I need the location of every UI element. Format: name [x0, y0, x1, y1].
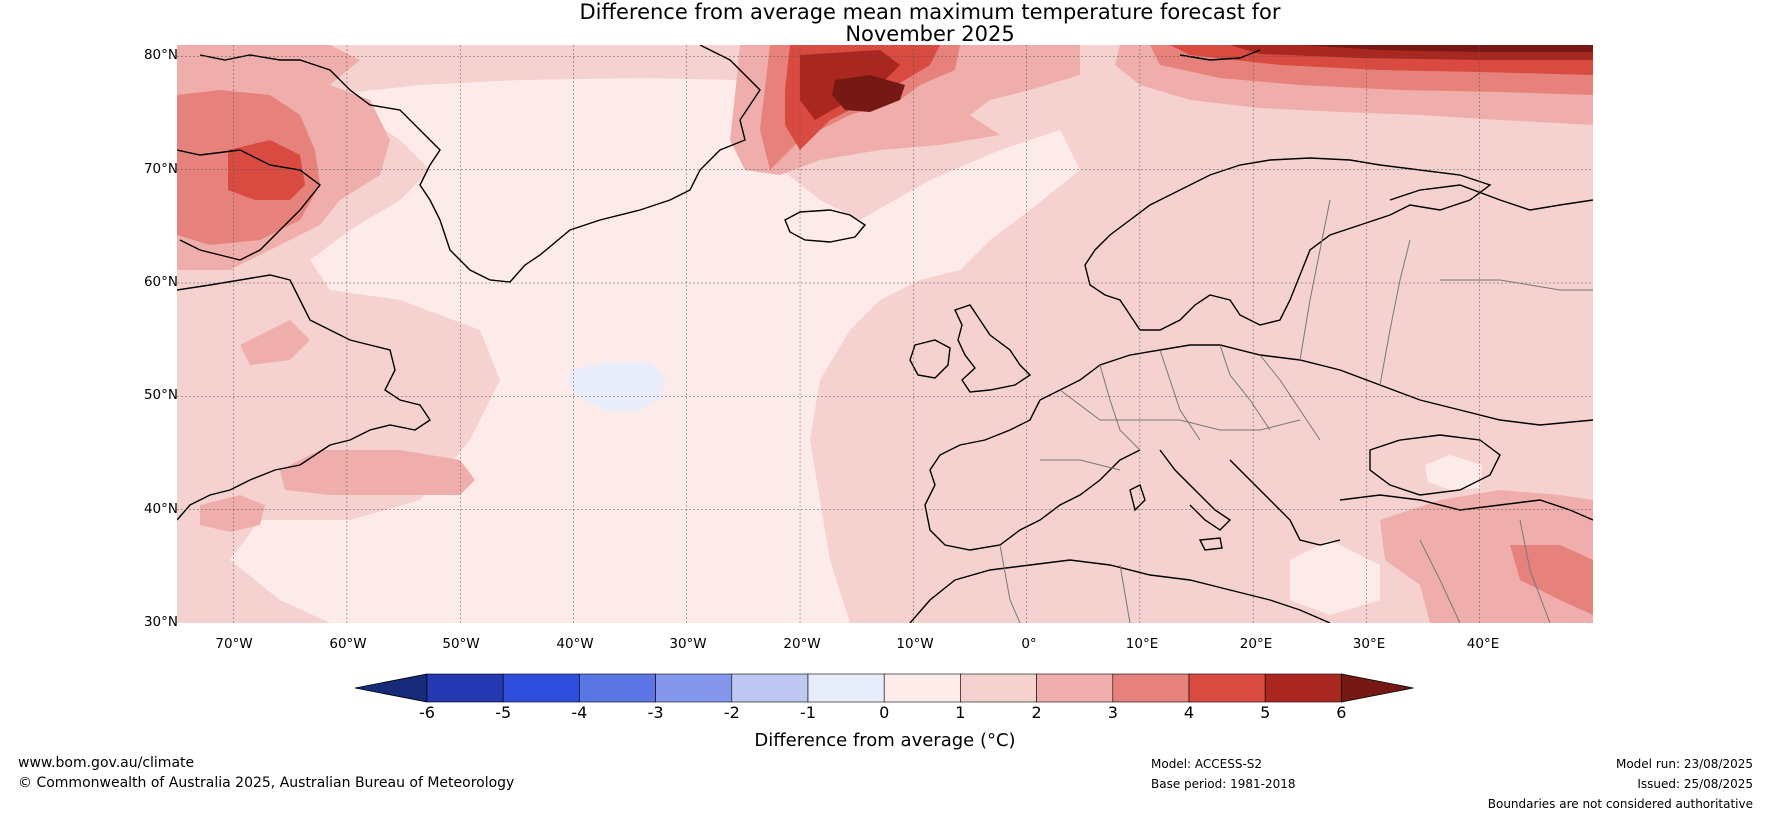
- lon-label-40w: 40°W: [556, 636, 594, 652]
- colorbar-tick-label: -3: [647, 703, 664, 722]
- colorbar-arrow-high: [1341, 673, 1414, 703]
- lon-label-30e: 30°E: [1352, 636, 1386, 652]
- colorbar-segment: [1188, 673, 1266, 703]
- footer-model-run: Model run: 23/08/2025: [1615, 757, 1753, 771]
- anomaly-field-neg1-0: [568, 362, 666, 412]
- lon-label-10e: 10°E: [1125, 636, 1159, 652]
- colorbar-tick-label: 4: [1183, 703, 1195, 722]
- colorbar-tick-label: -5: [495, 703, 512, 722]
- footer-copyright: © Commonwealth of Australia 2025, Austra…: [18, 775, 515, 791]
- anomaly-field-3-4-mideast: [1510, 545, 1593, 615]
- footer-model: Model: ACCESS-S2: [1151, 757, 1263, 771]
- footer-disclaimer: Boundaries are not considered authoritat…: [1487, 797, 1753, 811]
- colorbar-segment: [1264, 673, 1342, 703]
- lat-label-60n: 60°N: [143, 274, 178, 290]
- lat-label-80n: 80°N: [143, 47, 178, 63]
- colorbar-tick-label: 5: [1260, 703, 1271, 722]
- colorbar-tick-label: -1: [800, 703, 816, 722]
- colorbar-segment: [807, 673, 885, 703]
- lon-label-0: 0°: [1021, 636, 1037, 652]
- lon-label-40e: 40°E: [1466, 636, 1500, 652]
- lon-label-70w: 70°W: [215, 636, 253, 652]
- lat-label-70n: 70°N: [143, 161, 178, 177]
- colorbar-segment: [1112, 673, 1190, 703]
- anomaly-field-gt6-arctic: [1300, 45, 1593, 52]
- lat-label-30n: 30°N: [143, 614, 178, 630]
- lat-label-40n: 40°N: [143, 501, 178, 517]
- colorbar-segment: [655, 673, 733, 703]
- colorbar-tick-label: 0: [879, 703, 890, 722]
- lon-label-60w: 60°W: [329, 636, 367, 652]
- colorbar-arrow-low: [354, 673, 428, 703]
- colorbar-segment: [1036, 673, 1114, 703]
- anomaly-field-0-1-east: [1290, 540, 1380, 615]
- lon-label-30w: 30°W: [669, 636, 707, 652]
- footer-issued: Issued: 25/08/2025: [1637, 777, 1753, 791]
- anomaly-field-0-1-blacksea: [1425, 455, 1482, 490]
- colorbar-tick-label: -4: [571, 703, 588, 722]
- lon-label-10w: 10°W: [896, 636, 934, 652]
- lon-label-20e: 20°E: [1239, 636, 1273, 652]
- colorbar-segment: [883, 673, 961, 703]
- colorbar-tick-label: -6: [419, 703, 435, 722]
- footer-website: www.bom.gov.au/climate: [18, 755, 195, 771]
- colorbar-segment: [579, 673, 656, 703]
- lon-label-50w: 50°W: [442, 636, 480, 652]
- footer-base-period: Base period: 1981-2018: [1151, 777, 1296, 791]
- anomaly-field-gt6-greenland: [832, 75, 905, 112]
- colorbar-label: Difference from average (°C): [754, 730, 1016, 751]
- anomaly-field-2-3-midatlantic: [280, 450, 475, 495]
- anomaly-field-4-5-canada: [228, 140, 305, 200]
- anomaly-field-2-3-labrador: [240, 320, 310, 365]
- colorbar-segment: [502, 673, 580, 703]
- chart-title-line2: November 2025: [845, 22, 1015, 46]
- colorbar-tick-label: 6: [1336, 703, 1347, 722]
- chart-title-line1: Difference from average mean maximum tem…: [579, 0, 1281, 24]
- anomaly-field-2-3-westpatch: [200, 495, 265, 532]
- colorbar-segment: [426, 673, 504, 703]
- coastlines: [177, 45, 1593, 623]
- colorbar-segment: [731, 673, 809, 703]
- colorbar-tick-label: 1: [955, 703, 966, 722]
- lon-label-20w: 20°W: [783, 636, 821, 652]
- lat-label-50n: 50°N: [143, 387, 178, 403]
- graticule: [177, 45, 1593, 623]
- country-borders: [999, 199, 1593, 623]
- colorbar-tick-label: -2: [723, 703, 740, 722]
- colorbar-tick-label: 2: [1031, 703, 1042, 722]
- colorbar-segments: [354, 673, 1414, 703]
- colorbar-segment: [960, 673, 1037, 703]
- colorbar-tick-label: 3: [1107, 703, 1118, 722]
